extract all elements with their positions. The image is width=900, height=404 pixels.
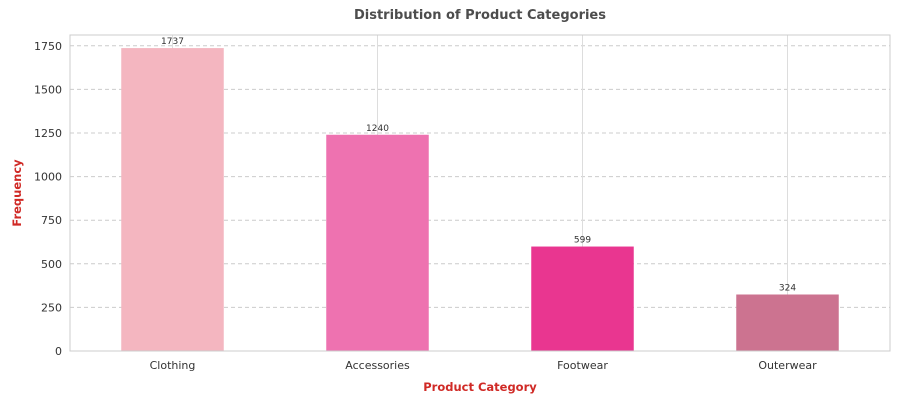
x-tick-label: Clothing [150, 359, 196, 372]
y-axis-label: Frequency [10, 159, 24, 227]
y-axis-ticks: 0 250 500 750 1000 1250 1500 1750 [34, 40, 62, 358]
x-axis-label: Product Category [423, 380, 537, 394]
x-tick-label: Outerwear [758, 359, 817, 372]
bar-clothing [121, 48, 224, 352]
y-tick-label: 1750 [34, 40, 62, 53]
y-tick-label: 250 [41, 301, 62, 314]
bars [121, 48, 839, 352]
bar-footwear [531, 246, 634, 351]
data-label: 1240 [366, 124, 389, 134]
y-tick-label: 750 [41, 214, 62, 227]
data-label: 599 [574, 236, 591, 246]
x-tick-label: Footwear [557, 359, 608, 372]
data-label: 324 [779, 283, 796, 293]
y-tick-label: 0 [55, 345, 62, 358]
x-axis-ticks: Clothing Accessories Footwear Outerwear [150, 359, 817, 372]
x-tick-label: Accessories [345, 359, 410, 372]
bar-outerwear [736, 294, 839, 351]
data-labels: 1737 1240 599 324 [161, 37, 796, 293]
y-tick-label: 1500 [34, 83, 62, 96]
plot-area-frame [69, 34, 891, 352]
y-tick-label: 500 [41, 258, 62, 271]
y-tick-label: 1000 [34, 171, 62, 184]
bar-accessories [326, 134, 429, 351]
data-label: 1737 [161, 37, 184, 47]
chart-title: Distribution of Product Categories [354, 8, 606, 23]
y-tick-label: 1250 [34, 127, 62, 140]
